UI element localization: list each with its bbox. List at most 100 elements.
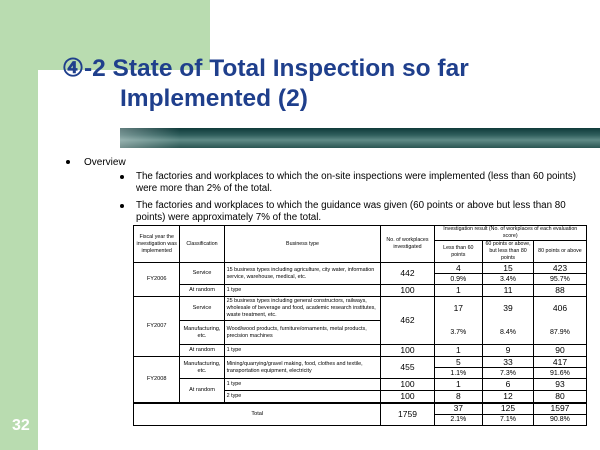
cell-mid-pct: 8.4% <box>482 320 534 345</box>
cell-mid-pct: 3.4% <box>482 273 534 285</box>
table-row: At random 1 type 100 1 9 90 <box>134 344 588 357</box>
cell-high: 417 <box>532 356 588 368</box>
cell-mid: 33 <box>482 356 534 368</box>
cell-business-type: 1 type <box>223 378 382 391</box>
bullet-text: The factories and workplaces to which th… <box>136 199 566 224</box>
cell-classification: Manufacturing, etc. <box>179 320 225 345</box>
bullet-dot-icon <box>120 203 124 208</box>
cell-mid: 6 <box>482 378 534 391</box>
table-row: At random 1 type 100 1 11 88 <box>134 284 588 297</box>
cell-high: 88 <box>532 284 588 297</box>
cell-mid: 9 <box>482 344 534 357</box>
cell-total-less60-pct: 2.1% <box>433 413 484 426</box>
cell-business-type: 15 business types including agriculture,… <box>223 262 382 285</box>
cell-classification: At random <box>179 344 225 357</box>
table-header-row: Less than 60 points 60 points or above, … <box>134 240 588 263</box>
cell-high-pct: 95.7% <box>532 273 588 285</box>
header-investigation-result: Investigation result (No. of workplaces … <box>433 225 587 241</box>
cell-mid: 39 <box>482 296 534 321</box>
table-row: Manufacturing, etc. Wood/wood products, … <box>134 320 588 345</box>
bullet-item: The factories and workplaces to which th… <box>120 200 590 225</box>
header-no-investigated: No. of workplaces investigated <box>380 225 435 263</box>
cell-classification: At random <box>179 284 225 297</box>
cell-total-mid: 125 <box>482 401 534 415</box>
cell-classification: Service <box>179 262 225 285</box>
title-bar-highlight <box>120 128 180 148</box>
table-header-row: Fiscal year the investigation was implem… <box>132 225 587 263</box>
cell-fiscal-year: FY2006 <box>132 262 181 297</box>
header-classification: Classification <box>179 225 225 263</box>
cell-high: 423 <box>532 262 588 274</box>
cell-total-less60: 37 <box>433 401 484 415</box>
table-row: 1.1% 7.3% 91.6% <box>134 367 588 379</box>
inspection-results-table: Fiscal year the investigation was implem… <box>132 225 588 426</box>
cell-investigated: 462 <box>380 296 435 345</box>
page-number: 32 <box>12 417 30 434</box>
cell-investigated: 100 <box>380 284 435 297</box>
cell-investigated: 455 <box>380 356 435 379</box>
cell-less60: 1 <box>433 378 484 391</box>
cell-mid: 12 <box>482 390 534 403</box>
cell-classification: At random <box>179 378 225 403</box>
cell-investigated: 100 <box>380 390 435 403</box>
cell-fiscal-year: FY2008 <box>132 356 181 403</box>
table-total-row: 2.1% 7.1% 90.8% <box>134 413 588 426</box>
table-row: FY2008 Manufacturing, etc. Mining/quarry… <box>132 356 588 403</box>
overview-heading: Overview <box>66 157 126 168</box>
cell-high-pct: 91.6% <box>532 367 588 379</box>
slide-title: ④-2 State of Total Inspection so far Imp… <box>62 54 582 114</box>
cell-classification: Manufacturing, etc. <box>179 356 225 379</box>
cell-total-high: 1597 <box>532 401 588 415</box>
cell-investigated: 442 <box>380 262 435 285</box>
cell-less60: 1 <box>433 344 484 357</box>
left-accent-strip <box>0 0 38 450</box>
cell-less60-pct: 1.1% <box>433 367 484 379</box>
cell-business-type: 2 type <box>223 390 382 403</box>
bullet-dot-icon <box>120 175 124 179</box>
title-underline-bar <box>120 128 600 148</box>
cell-mid: 15 <box>482 262 534 274</box>
cell-business-type: 1 type <box>223 344 382 357</box>
cell-total-investigated: 1759 <box>380 401 435 426</box>
cell-less60-pct: 3.7% <box>433 320 484 345</box>
cell-business-type: 1 type <box>223 284 382 297</box>
cell-investigated: 100 <box>380 378 435 391</box>
cell-high: 80 <box>532 390 588 403</box>
header-business-type: Business type <box>223 225 382 263</box>
table-row: At random 1 type 100 1 6 93 <box>134 378 588 403</box>
cell-less60: 8 <box>433 390 484 403</box>
cell-less60: 17 <box>433 296 484 321</box>
cell-high: 406 <box>532 296 588 321</box>
cell-total-high-pct: 90.8% <box>532 413 588 426</box>
bullet-item: The factories and workplaces to which th… <box>120 171 590 196</box>
cell-investigated: 100 <box>380 344 435 357</box>
cell-classification: Service <box>179 296 225 321</box>
table-total-row: Total 1759 37 125 1597 <box>132 401 588 426</box>
cell-less60: 4 <box>433 262 484 274</box>
header-fiscal-year: Fiscal year the investigation was implem… <box>132 225 181 263</box>
cell-fiscal-year: FY2007 <box>132 296 181 357</box>
title-line-2: Implemented (2) <box>120 85 308 112</box>
overview-label: Overview <box>84 157 126 168</box>
cell-mid: 11 <box>482 284 534 297</box>
cell-less60-pct: 0.9% <box>433 273 484 285</box>
cell-total-mid-pct: 7.1% <box>482 413 534 426</box>
cell-mid-pct: 7.3% <box>482 367 534 379</box>
cell-high: 93 <box>532 378 588 391</box>
header-80-plus: 80 points or above <box>532 240 588 263</box>
cell-total-label: Total <box>132 401 382 426</box>
header-60-to-80: 60 points or above, but less than 80 poi… <box>482 240 534 263</box>
bullet-list: The factories and workplaces to which th… <box>120 171 590 229</box>
cell-high: 90 <box>532 344 588 357</box>
table-row: FY2006 Service 15 business types includi… <box>132 262 588 297</box>
title-line-1: ④-2 State of Total Inspection so far <box>62 55 469 82</box>
top-accent-block <box>0 0 210 70</box>
bullet-dot-icon <box>66 160 70 165</box>
table-row: FY2007 Service 25 business types includi… <box>132 296 588 357</box>
cell-business-type: Wood/wood products, furniture/ornaments,… <box>223 320 382 345</box>
cell-business-type: 25 business types including general cons… <box>223 296 382 321</box>
header-less-than-60: Less than 60 points <box>433 240 484 263</box>
cell-less60: 5 <box>433 356 484 368</box>
bullet-text: The factories and workplaces to which th… <box>136 171 576 195</box>
cell-high-pct: 87.9% <box>532 320 588 345</box>
